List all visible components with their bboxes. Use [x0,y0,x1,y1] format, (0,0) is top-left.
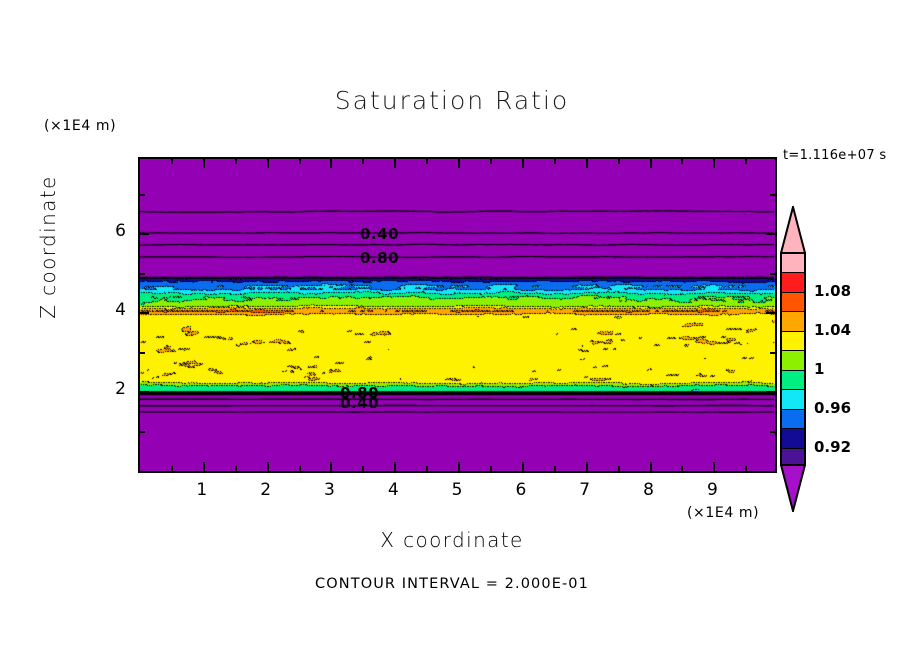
colorbar-band [782,273,804,293]
contour-value-label: 0.40 [340,394,380,412]
colorbar-tick-label: 0.96 [814,398,852,417]
x-tick-mark [521,159,524,168]
colorbar-tick-label: 1.04 [814,320,852,339]
x-tick-mark [649,462,652,471]
x-tick-label: 9 [706,480,718,500]
x-tick-label: 4 [387,480,399,500]
x-tick-label: 6 [515,480,527,500]
x-tick-mark [713,159,716,168]
time-stamp-label: t=1.116e+07 s [783,148,887,163]
z-axis-units-label: (×1E4 m) [44,118,117,134]
x-tick-mark [266,462,269,471]
x-minor-tick [553,466,556,471]
x-minor-tick [234,159,237,164]
y-tick-label: 2 [115,379,126,399]
colorbar-band [782,390,804,410]
y-minor-tick [770,351,775,354]
x-tick-mark [202,462,205,471]
x-tick-label: 5 [451,480,463,500]
y-tick-mark [766,391,775,393]
y-minor-tick [140,351,145,354]
x-minor-tick [170,466,173,471]
colorbar-band [782,254,804,274]
x-minor-tick [490,466,492,471]
y-minor-tick [770,272,775,275]
colorbar-band [782,409,804,430]
x-tick-mark [458,159,461,168]
x-minor-tick [426,159,429,164]
colorbar-band [782,292,804,313]
x-minor-tick [617,466,620,471]
x-minor-tick [553,159,556,164]
x-axis-units-label: (×1E4 m) [687,505,760,521]
x-tick-mark [202,159,205,168]
y-minor-tick [140,193,145,196]
x-tick-label: 1 [196,480,208,500]
y-minor-tick [140,430,145,433]
x-tick-mark [585,159,588,168]
page-title: Saturation Ratio [334,86,570,115]
x-tick-mark [585,462,588,471]
colorbar-top-arrow-icon [780,206,806,254]
colorbar-bottom-arrow-icon [780,464,806,512]
x-axis-title: X coordinate [380,528,524,552]
saturation-ratio-field [140,159,775,471]
x-tick-mark [330,159,333,168]
x-tick-mark [713,462,716,471]
colorbar-band [782,370,804,391]
x-minor-tick [745,466,748,471]
y-tick-label: 4 [115,300,126,321]
contour-value-label: 0.40 [360,225,400,243]
y-tick-mark [140,312,149,315]
x-minor-tick [362,159,365,164]
y-tick-mark [140,233,149,236]
y-minor-tick [140,272,145,275]
x-minor-tick [234,466,237,471]
colorbar-band [782,312,804,332]
colorbar[interactable]: 1.08 1.04 1 0.96 0.92 [780,206,851,512]
y-axis-title: Z coordinate [36,175,60,319]
x-minor-tick [745,159,748,164]
colorbar-band [782,429,804,449]
x-minor-tick [362,466,365,471]
contour-plot-area[interactable]: 0.40 0.80 0.80 0.40 [138,157,777,473]
colorbar-band [782,351,804,371]
y-tick-label: 6 [115,221,126,242]
colorbar-band [782,331,804,352]
colorbar-tick-label: 0.92 [814,437,852,456]
colorbar-bands [780,252,806,468]
x-minor-tick [490,159,492,164]
x-tick-label: 2 [260,480,272,500]
x-tick-mark [394,462,397,471]
x-minor-tick [681,466,684,471]
colorbar-band [782,448,804,468]
contour-interval-caption: CONTOUR INTERVAL = 2.000E-01 [315,576,589,592]
y-minor-tick [770,193,775,196]
x-tick-label: 8 [643,480,654,500]
contour-value-label: 0.80 [340,384,380,402]
x-tick-mark [266,159,269,168]
x-tick-mark [394,159,397,168]
x-minor-tick [298,466,301,471]
x-minor-tick [617,159,620,164]
x-minor-tick [298,159,301,164]
colorbar-tick-label: 1 [814,359,825,378]
x-tick-label: 7 [579,480,591,500]
x-tick-mark [458,462,461,471]
y-tick-mark [140,391,149,393]
x-minor-tick [426,466,429,471]
contour-value-label: 0.80 [360,249,400,267]
x-minor-tick [170,159,173,164]
y-tick-mark [766,312,775,315]
x-tick-mark [521,462,524,471]
x-minor-tick [681,159,684,164]
x-tick-label: 3 [324,480,335,500]
y-tick-mark [766,233,775,236]
x-tick-mark [649,159,652,168]
colorbar-tick-label: 1.08 [814,281,852,300]
y-minor-tick [770,430,775,433]
x-tick-mark [330,462,333,471]
